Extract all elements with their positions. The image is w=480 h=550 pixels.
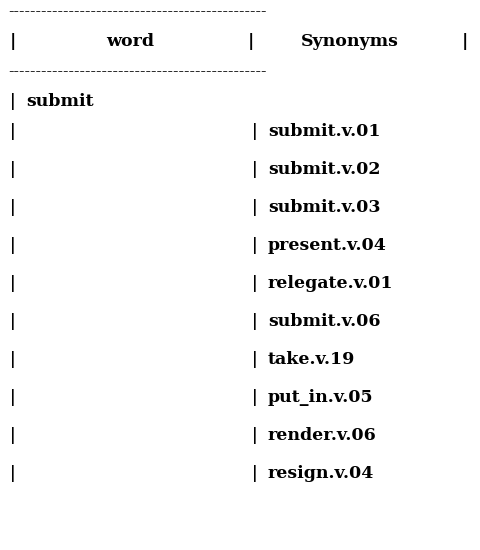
Text: |: | [252, 389, 258, 406]
Text: submit.v.02: submit.v.02 [268, 162, 380, 179]
Text: |: | [10, 34, 16, 51]
Text: |: | [10, 162, 16, 179]
Text: |: | [10, 351, 16, 368]
Text: |: | [252, 465, 258, 482]
Text: |: | [252, 162, 258, 179]
Text: |: | [10, 94, 16, 111]
Text: |: | [252, 124, 258, 140]
Text: -----------------------------------------------: ----------------------------------------… [8, 63, 266, 80]
Text: relegate.v.01: relegate.v.01 [268, 276, 394, 293]
Text: |: | [248, 34, 254, 51]
Text: |: | [462, 34, 468, 51]
Text: put_in.v.05: put_in.v.05 [268, 389, 373, 406]
Text: |: | [10, 427, 16, 444]
Text: |: | [252, 351, 258, 368]
Text: |: | [10, 276, 16, 293]
Text: |: | [10, 465, 16, 482]
Text: |: | [252, 238, 258, 255]
Text: present.v.04: present.v.04 [268, 238, 387, 255]
Text: render.v.06: render.v.06 [268, 427, 377, 444]
Text: |: | [10, 238, 16, 255]
Text: Synonyms: Synonyms [301, 34, 399, 51]
Text: |: | [252, 427, 258, 444]
Text: |: | [252, 314, 258, 331]
Text: take.v.19: take.v.19 [268, 351, 355, 368]
Text: |: | [10, 389, 16, 406]
Text: word: word [106, 34, 154, 51]
Text: |: | [10, 124, 16, 140]
Text: |: | [252, 200, 258, 217]
Text: submit.v.01: submit.v.01 [268, 124, 381, 140]
Text: |: | [10, 314, 16, 331]
Text: -----------------------------------------------: ----------------------------------------… [8, 3, 266, 20]
Text: submit: submit [26, 94, 94, 111]
Text: |: | [252, 276, 258, 293]
Text: resign.v.04: resign.v.04 [268, 465, 374, 482]
Text: submit.v.03: submit.v.03 [268, 200, 381, 217]
Text: submit.v.06: submit.v.06 [268, 314, 381, 331]
Text: |: | [10, 200, 16, 217]
